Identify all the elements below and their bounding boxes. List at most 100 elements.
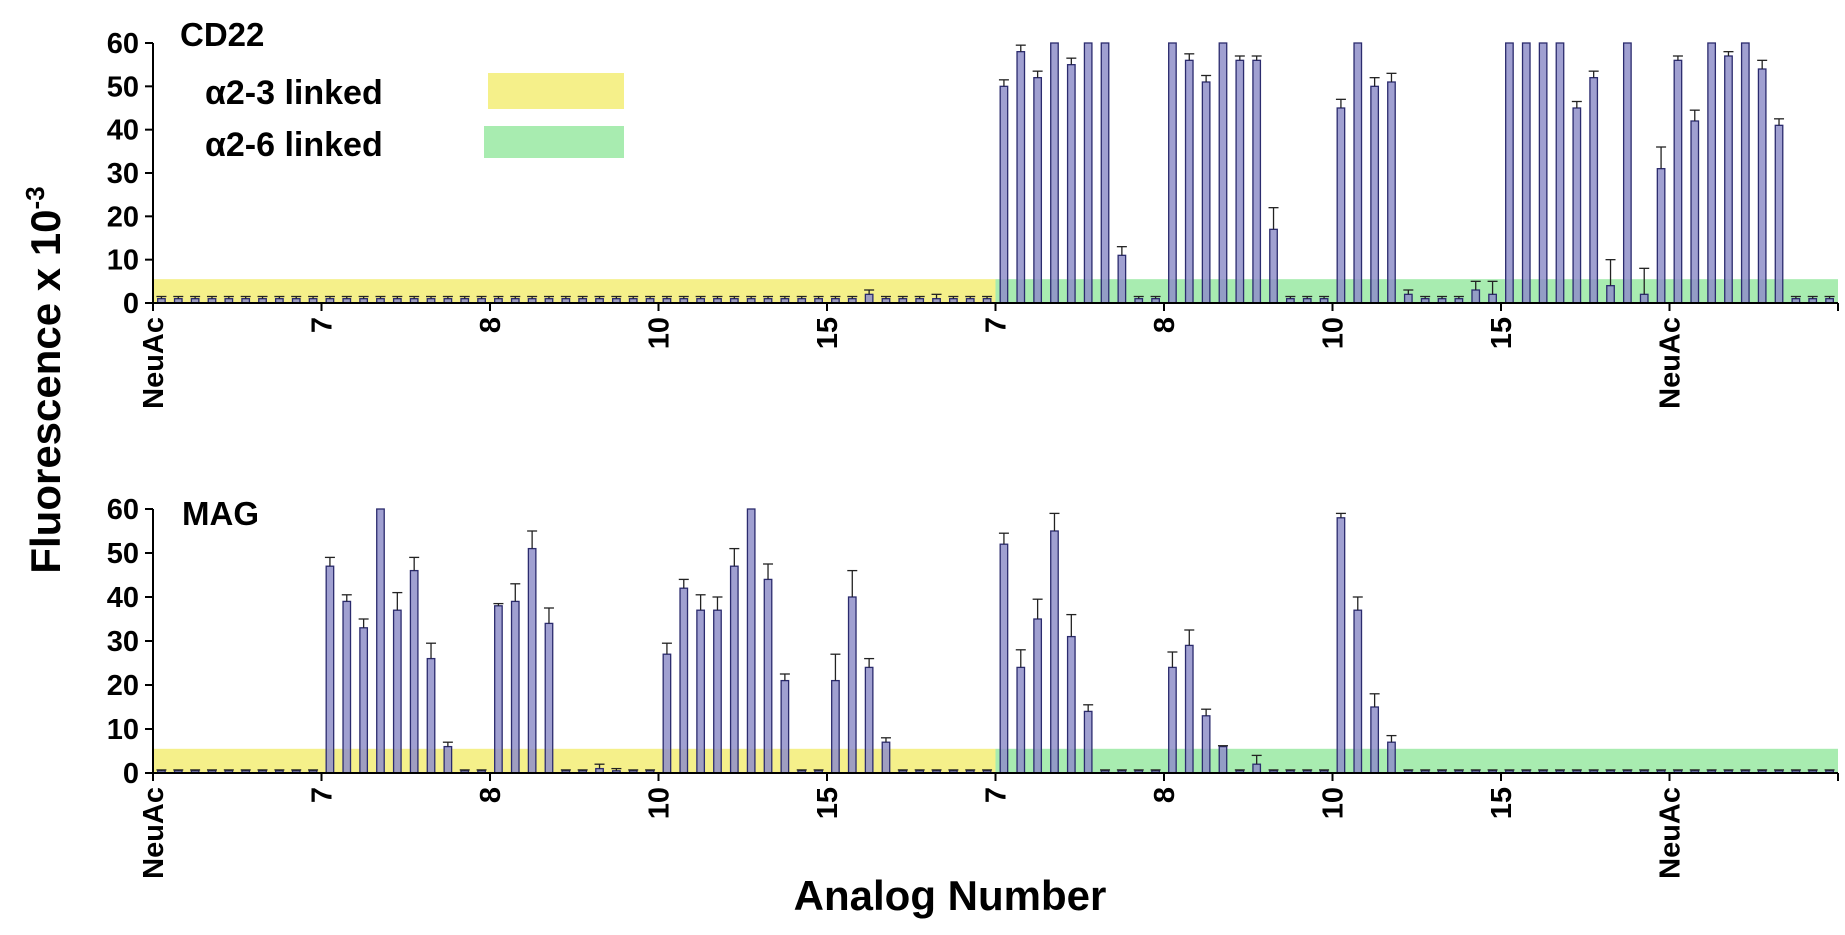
bar-group: [729, 547, 740, 774]
bar-group: [1824, 769, 1835, 774]
bar: [1083, 42, 1093, 304]
bar: [325, 565, 335, 774]
bar: [1235, 59, 1245, 304]
bar-group: [1015, 649, 1026, 774]
bar: [1639, 293, 1649, 304]
bar-group: [897, 295, 908, 304]
bar: [1168, 666, 1177, 774]
bar: [392, 609, 402, 774]
bar-group: [1268, 207, 1279, 304]
panel-mag-bars: [156, 508, 1835, 774]
bar-group: [409, 556, 420, 774]
bar-group: [1538, 42, 1548, 304]
bar: [1218, 42, 1228, 304]
bar: [1488, 293, 1497, 304]
bar: [1050, 530, 1059, 774]
x-category-label: NeuAc: [138, 317, 170, 409]
bar-group: [1015, 44, 1026, 304]
bar-group: [746, 508, 756, 774]
bar-group: [1116, 246, 1127, 304]
bar: [1269, 228, 1278, 304]
bar: [1016, 51, 1026, 304]
bar-group: [1622, 42, 1632, 304]
panel-mag-yaxis: 0 10 20 30 40 50 60: [107, 494, 154, 790]
bar-group: [1049, 512, 1060, 774]
bar: [443, 745, 453, 774]
bar: [1471, 289, 1481, 304]
bar: [409, 569, 419, 774]
bar-group: [998, 79, 1009, 304]
bar: [1353, 42, 1363, 304]
bar: [1757, 68, 1767, 304]
bar-group: [1353, 42, 1363, 304]
bar: [881, 741, 891, 774]
x-category-label: 10: [1318, 317, 1350, 349]
bar-group: [695, 295, 706, 304]
bar-group: [661, 642, 672, 774]
bar-group: [1218, 42, 1228, 304]
bar-group: [779, 673, 790, 774]
bar-group: [1707, 42, 1717, 304]
bar-group: [1184, 53, 1195, 304]
x-category-label: 10: [644, 787, 676, 819]
bar-group: [392, 591, 403, 774]
legend-swatch-a23: [488, 73, 624, 109]
y-tick-label: 60: [107, 494, 139, 526]
bar: [1555, 42, 1565, 304]
bar: [376, 508, 385, 774]
bar: [746, 508, 756, 774]
bar: [662, 653, 672, 774]
bar: [763, 578, 773, 774]
y-tick-label: 60: [107, 28, 139, 60]
bar-group: [1386, 72, 1397, 304]
bar-group: [1555, 42, 1565, 304]
bar-group: [830, 653, 841, 774]
bar-group: [426, 642, 437, 774]
bar-group: [864, 657, 875, 774]
bar: [847, 596, 857, 774]
bar: [1100, 42, 1110, 304]
bar: [1690, 120, 1700, 304]
bar: [696, 609, 706, 774]
bar-group: [1319, 769, 1330, 774]
bar-group: [1083, 42, 1093, 304]
bar: [1184, 59, 1194, 304]
bar: [527, 547, 537, 774]
x-category-label: NeuAc: [1655, 317, 1687, 409]
bar-group: [1150, 769, 1161, 774]
bar-group: [1319, 295, 1330, 304]
x-category-label: NeuAc: [138, 787, 170, 879]
bar-group: [1168, 42, 1177, 304]
y-axis-label-exponent: -3: [20, 186, 50, 209]
bar-group: [982, 769, 993, 774]
bar: [1505, 42, 1514, 304]
bar-group: [763, 563, 774, 774]
bar: [1673, 59, 1683, 304]
panel-mag: 0 10 20 30 40 50 60 NeuAc 7 8 10 15 7 8 10 15 NeuAc MAG: [107, 494, 1839, 879]
x-category-label: 15: [812, 317, 844, 349]
bar: [1589, 77, 1599, 304]
x-category-label: 15: [812, 787, 844, 819]
bar: [1370, 85, 1380, 304]
bar: [1336, 107, 1346, 304]
panel-cd22: 0 10 20 30 40 50 60 NeuAc 7 8 10 15 7 8 10 15 NeuAc CD2…: [107, 16, 1839, 409]
bar: [1572, 107, 1582, 304]
legend-label-a23: α2-3 linked: [205, 74, 383, 112]
bar: [1774, 124, 1784, 304]
bar-group: [341, 594, 352, 774]
bar-group: [1369, 77, 1380, 304]
bar: [1033, 618, 1043, 774]
panel-mag-title: MAG: [182, 495, 259, 532]
x-category-label: 7: [981, 787, 1013, 803]
bar-group: [712, 596, 723, 774]
y-tick-label: 40: [107, 115, 139, 147]
x-category-label: 15: [1486, 787, 1518, 819]
x-axis-label: Analog Number: [794, 872, 1107, 919]
bar-group: [1672, 55, 1683, 304]
bar-group: [1774, 118, 1785, 304]
x-category-label: 8: [475, 787, 507, 803]
bar: [1538, 42, 1548, 304]
bar: [1218, 745, 1228, 774]
bar-group: [1066, 57, 1077, 304]
